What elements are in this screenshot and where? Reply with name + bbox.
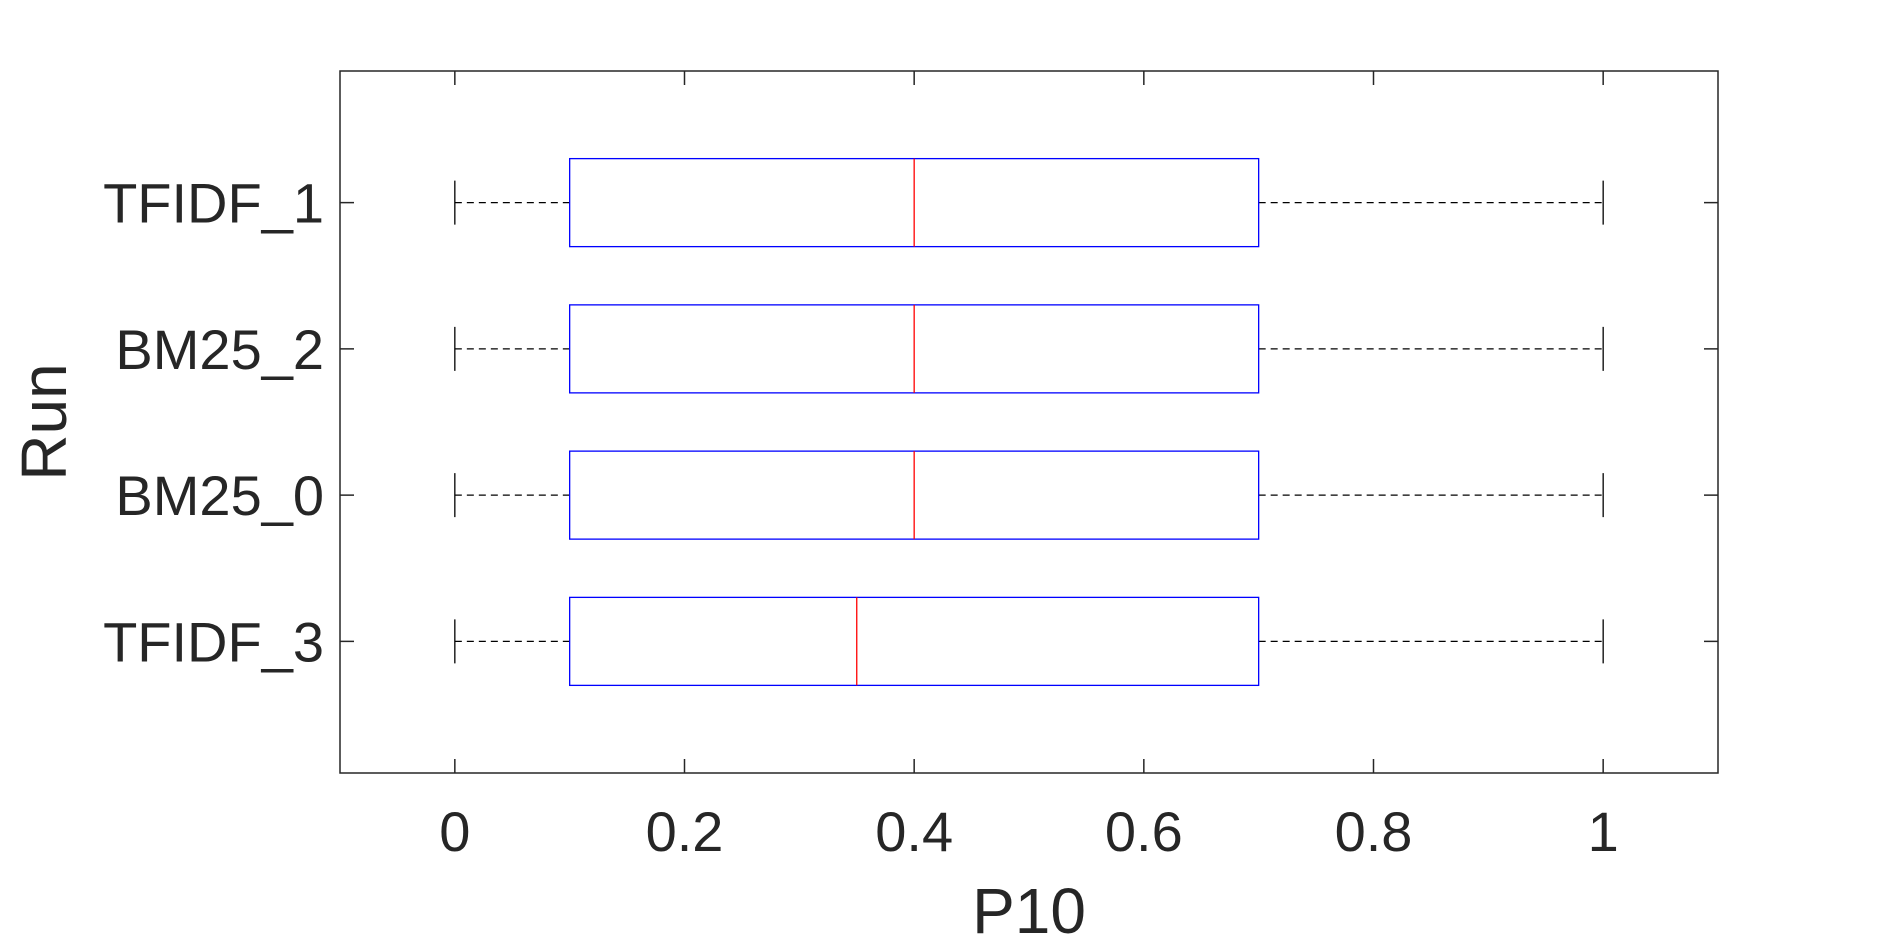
box-group [454, 596, 1604, 687]
plot-area [339, 70, 1719, 774]
box-group [454, 304, 1604, 394]
box-group [454, 450, 1604, 540]
x-axis-title: P10 [972, 875, 1086, 945]
y-tick-label: BM25_2 [115, 318, 324, 381]
ticks-layer: 0 0.2 0.4 0.6 0.8 1 TFIDF_1 BM25_2 BM25_0 TFIDF_3 [103, 71, 1718, 863]
y-tick-label: TFIDF_1 [103, 172, 324, 235]
y-tick-label: BM25_0 [115, 464, 324, 527]
x-tick-label: 0.8 [1335, 800, 1413, 863]
x-tick-label: 0.6 [1105, 800, 1183, 863]
y-tick-label: TFIDF_3 [103, 610, 324, 673]
boxes-layer [454, 157, 1604, 687]
box-group [454, 157, 1604, 248]
x-tick-label: 0.4 [875, 800, 953, 863]
box-iqr [569, 596, 1260, 687]
y-axis-title: Run [8, 363, 80, 480]
x-tick-label: 1 [1588, 800, 1619, 863]
x-tick-label: 0.2 [646, 800, 724, 863]
x-tick-label: 0 [439, 800, 470, 863]
